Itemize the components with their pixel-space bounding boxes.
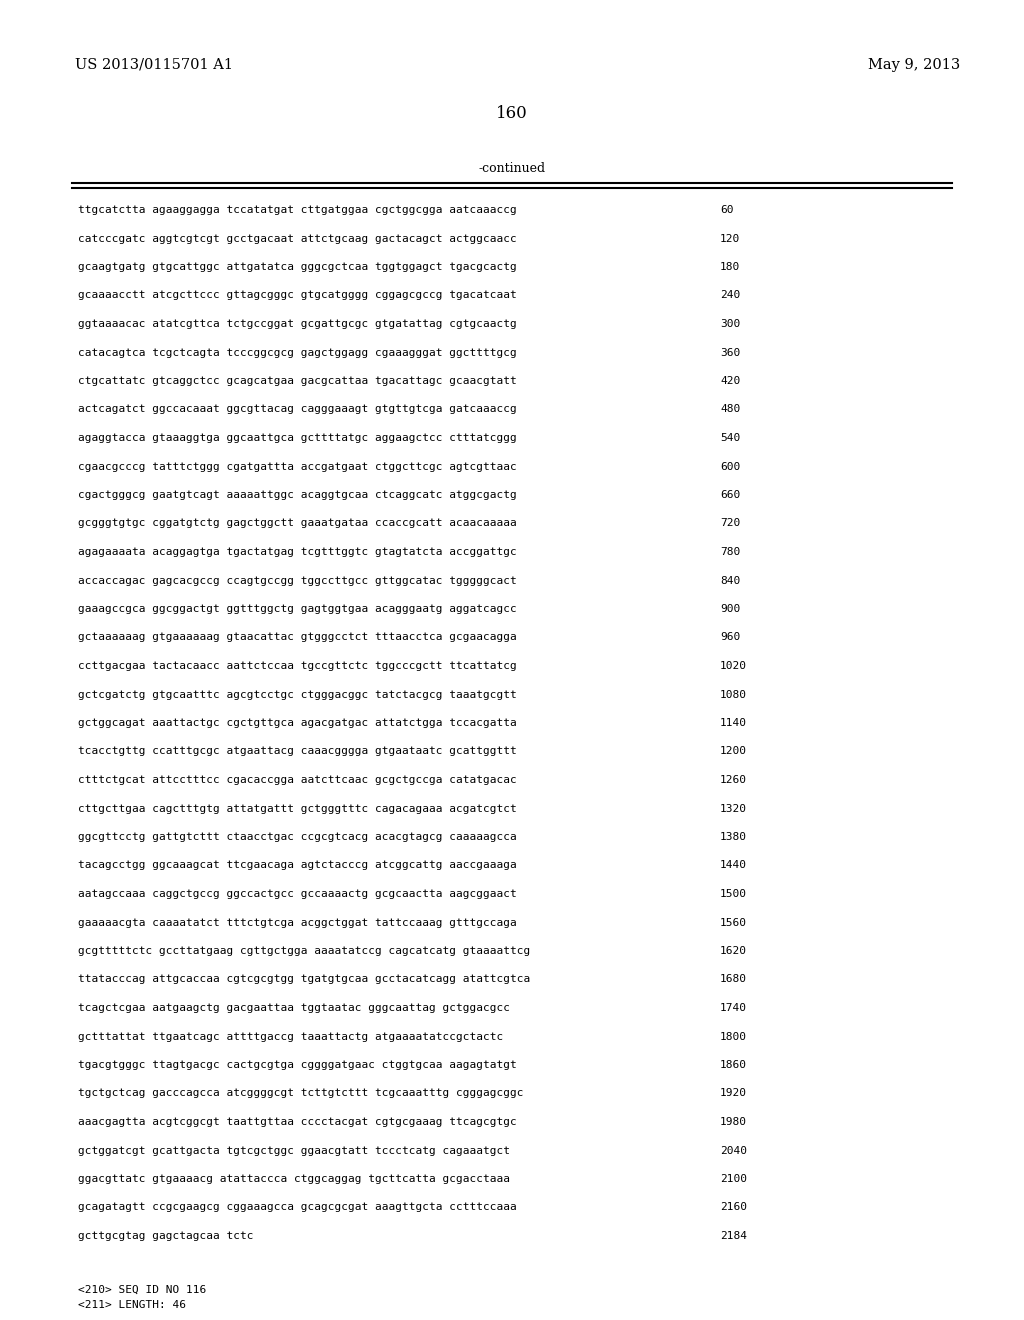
Text: 300: 300 <box>720 319 740 329</box>
Text: ggtaaaacac atatcgttca tctgccggat gcgattgcgc gtgatattag cgtgcaactg: ggtaaaacac atatcgttca tctgccggat gcgattg… <box>78 319 517 329</box>
Text: <210> SEQ ID NO 116: <210> SEQ ID NO 116 <box>78 1284 206 1295</box>
Text: May 9, 2013: May 9, 2013 <box>867 58 961 73</box>
Text: 1980: 1980 <box>720 1117 746 1127</box>
Text: 960: 960 <box>720 632 740 643</box>
Text: cgaacgcccg tatttctggg cgatgattta accgatgaat ctggcttcgc agtcgttaac: cgaacgcccg tatttctggg cgatgattta accgatg… <box>78 462 517 471</box>
Text: ctttctgcat attcctttcc cgacaccgga aatcttcaac gcgctgccga catatgacac: ctttctgcat attcctttcc cgacaccgga aatcttc… <box>78 775 517 785</box>
Text: gctaaaaaag gtgaaaaaag gtaacattac gtgggcctct tttaacctca gcgaacagga: gctaaaaaag gtgaaaaaag gtaacattac gtgggcc… <box>78 632 517 643</box>
Text: 120: 120 <box>720 234 740 243</box>
Text: 900: 900 <box>720 605 740 614</box>
Text: 2160: 2160 <box>720 1203 746 1213</box>
Text: 360: 360 <box>720 347 740 358</box>
Text: 2100: 2100 <box>720 1173 746 1184</box>
Text: 1740: 1740 <box>720 1003 746 1012</box>
Text: 1320: 1320 <box>720 804 746 813</box>
Text: 1920: 1920 <box>720 1089 746 1098</box>
Text: ctgcattatc gtcaggctcc gcagcatgaa gacgcattaa tgacattagc gcaacgtatt: ctgcattatc gtcaggctcc gcagcatgaa gacgcat… <box>78 376 517 385</box>
Text: tcagctcgaa aatgaagctg gacgaattaa tggtaatac gggcaattag gctggacgcc: tcagctcgaa aatgaagctg gacgaattaa tggtaat… <box>78 1003 510 1012</box>
Text: catacagtca tcgctcagta tcccggcgcg gagctggagg cgaaagggat ggcttttgcg: catacagtca tcgctcagta tcccggcgcg gagctgg… <box>78 347 517 358</box>
Text: 1380: 1380 <box>720 832 746 842</box>
Text: 2184: 2184 <box>720 1232 746 1241</box>
Text: 1680: 1680 <box>720 974 746 985</box>
Text: 1620: 1620 <box>720 946 746 956</box>
Text: gctttattat ttgaatcagc attttgaccg taaattactg atgaaaatatccgctactc: gctttattat ttgaatcagc attttgaccg taaatta… <box>78 1031 503 1041</box>
Text: 1440: 1440 <box>720 861 746 870</box>
Text: 480: 480 <box>720 404 740 414</box>
Text: 1560: 1560 <box>720 917 746 928</box>
Text: gctggatcgt gcattgacta tgtcgctggc ggaacgtatt tccctcatg cagaaatgct: gctggatcgt gcattgacta tgtcgctggc ggaacgt… <box>78 1146 510 1155</box>
Text: gcgggtgtgc cggatgtctg gagctggctt gaaatgataa ccaccgcatt acaacaaaaa: gcgggtgtgc cggatgtctg gagctggctt gaaatga… <box>78 519 517 528</box>
Text: 660: 660 <box>720 490 740 500</box>
Text: gaaagccgca ggcggactgt ggtttggctg gagtggtgaa acagggaatg aggatcagcc: gaaagccgca ggcggactgt ggtttggctg gagtggt… <box>78 605 517 614</box>
Text: 600: 600 <box>720 462 740 471</box>
Text: gctcgatctg gtgcaatttc agcgtcctgc ctgggacggc tatctacgcg taaatgcgtt: gctcgatctg gtgcaatttc agcgtcctgc ctgggac… <box>78 689 517 700</box>
Text: actcagatct ggccacaaat ggcgttacag cagggaaagt gtgttgtcga gatcaaaccg: actcagatct ggccacaaat ggcgttacag cagggaa… <box>78 404 517 414</box>
Text: 1800: 1800 <box>720 1031 746 1041</box>
Text: 1260: 1260 <box>720 775 746 785</box>
Text: gaaaaacgta caaaatatct tttctgtcga acggctggat tattccaaag gtttgccaga: gaaaaacgta caaaatatct tttctgtcga acggctg… <box>78 917 517 928</box>
Text: catcccgatc aggtcgtcgt gcctgacaat attctgcaag gactacagct actggcaacc: catcccgatc aggtcgtcgt gcctgacaat attctgc… <box>78 234 517 243</box>
Text: 2040: 2040 <box>720 1146 746 1155</box>
Text: 720: 720 <box>720 519 740 528</box>
Text: ttgcatctta agaaggagga tccatatgat cttgatggaa cgctggcgga aatcaaaccg: ttgcatctta agaaggagga tccatatgat cttgatg… <box>78 205 517 215</box>
Text: 840: 840 <box>720 576 740 586</box>
Text: 780: 780 <box>720 546 740 557</box>
Text: 420: 420 <box>720 376 740 385</box>
Text: tgacgtgggc ttagtgacgc cactgcgtga cggggatgaac ctggtgcaa aagagtatgt: tgacgtgggc ttagtgacgc cactgcgtga cggggat… <box>78 1060 517 1071</box>
Text: 240: 240 <box>720 290 740 301</box>
Text: gcaagtgatg gtgcattggc attgatatca gggcgctcaa tggtggagct tgacgcactg: gcaagtgatg gtgcattggc attgatatca gggcgct… <box>78 261 517 272</box>
Text: 1200: 1200 <box>720 747 746 756</box>
Text: tgctgctcag gacccagcca atcggggcgt tcttgtcttt tcgcaaatttg cgggagcggc: tgctgctcag gacccagcca atcggggcgt tcttgtc… <box>78 1089 523 1098</box>
Text: 1020: 1020 <box>720 661 746 671</box>
Text: 1500: 1500 <box>720 888 746 899</box>
Text: 160: 160 <box>496 106 528 121</box>
Text: aatagccaaa caggctgccg ggccactgcc gccaaaactg gcgcaactta aagcggaact: aatagccaaa caggctgccg ggccactgcc gccaaaa… <box>78 888 517 899</box>
Text: gcttgcgtag gagctagcaa tctc: gcttgcgtag gagctagcaa tctc <box>78 1232 254 1241</box>
Text: ccttgacgaa tactacaacc aattctccaa tgccgttctc tggcccgctt ttcattatcg: ccttgacgaa tactacaacc aattctccaa tgccgtt… <box>78 661 517 671</box>
Text: 540: 540 <box>720 433 740 444</box>
Text: gcaaaacctt atcgcttccc gttagcgggc gtgcatgggg cggagcgccg tgacatcaat: gcaaaacctt atcgcttccc gttagcgggc gtgcatg… <box>78 290 517 301</box>
Text: 60: 60 <box>720 205 733 215</box>
Text: accaccagac gagcacgccg ccagtgccgg tggccttgcc gttggcatac tgggggcact: accaccagac gagcacgccg ccagtgccgg tggcctt… <box>78 576 517 586</box>
Text: 1140: 1140 <box>720 718 746 729</box>
Text: ttatacccag attgcaccaa cgtcgcgtgg tgatgtgcaa gcctacatcagg atattcgtca: ttatacccag attgcaccaa cgtcgcgtgg tgatgtg… <box>78 974 530 985</box>
Text: gcgtttttctc gccttatgaag cgttgctgga aaaatatccg cagcatcatg gtaaaattcg: gcgtttttctc gccttatgaag cgttgctgga aaaat… <box>78 946 530 956</box>
Text: gcagatagtt ccgcgaagcg cggaaagcca gcagcgcgat aaagttgcta cctttccaaa: gcagatagtt ccgcgaagcg cggaaagcca gcagcgc… <box>78 1203 517 1213</box>
Text: aaacgagtta acgtcggcgt taattgttaa cccctacgat cgtgcgaaag ttcagcgtgc: aaacgagtta acgtcggcgt taattgttaa cccctac… <box>78 1117 517 1127</box>
Text: ggcgttcctg gattgtcttt ctaacctgac ccgcgtcacg acacgtagcg caaaaagcca: ggcgttcctg gattgtcttt ctaacctgac ccgcgtc… <box>78 832 517 842</box>
Text: 1860: 1860 <box>720 1060 746 1071</box>
Text: cgactgggcg gaatgtcagt aaaaattggc acaggtgcaa ctcaggcatc atggcgactg: cgactgggcg gaatgtcagt aaaaattggc acaggtg… <box>78 490 517 500</box>
Text: 1080: 1080 <box>720 689 746 700</box>
Text: cttgcttgaa cagctttgtg attatgattt gctgggtttc cagacagaaa acgatcgtct: cttgcttgaa cagctttgtg attatgattt gctgggt… <box>78 804 517 813</box>
Text: tacagcctgg ggcaaagcat ttcgaacaga agtctacccg atcggcattg aaccgaaaga: tacagcctgg ggcaaagcat ttcgaacaga agtctac… <box>78 861 517 870</box>
Text: ggacgttatc gtgaaaacg atattaccca ctggcaggag tgcttcatta gcgacctaaa: ggacgttatc gtgaaaacg atattaccca ctggcagg… <box>78 1173 510 1184</box>
Text: gctggcagat aaattactgc cgctgttgca agacgatgac attatctgga tccacgatta: gctggcagat aaattactgc cgctgttgca agacgat… <box>78 718 517 729</box>
Text: 180: 180 <box>720 261 740 272</box>
Text: -continued: -continued <box>478 162 546 176</box>
Text: tcacctgttg ccatttgcgc atgaattacg caaacgggga gtgaataatc gcattggttt: tcacctgttg ccatttgcgc atgaattacg caaacgg… <box>78 747 517 756</box>
Text: agaggtacca gtaaaggtga ggcaattgca gcttttatgc aggaagctcc ctttatcggg: agaggtacca gtaaaggtga ggcaattgca gctttta… <box>78 433 517 444</box>
Text: agagaaaata acaggagtga tgactatgag tcgtttggtc gtagtatcta accggattgc: agagaaaata acaggagtga tgactatgag tcgtttg… <box>78 546 517 557</box>
Text: US 2013/0115701 A1: US 2013/0115701 A1 <box>75 58 233 73</box>
Text: <211> LENGTH: 46: <211> LENGTH: 46 <box>78 1300 186 1311</box>
